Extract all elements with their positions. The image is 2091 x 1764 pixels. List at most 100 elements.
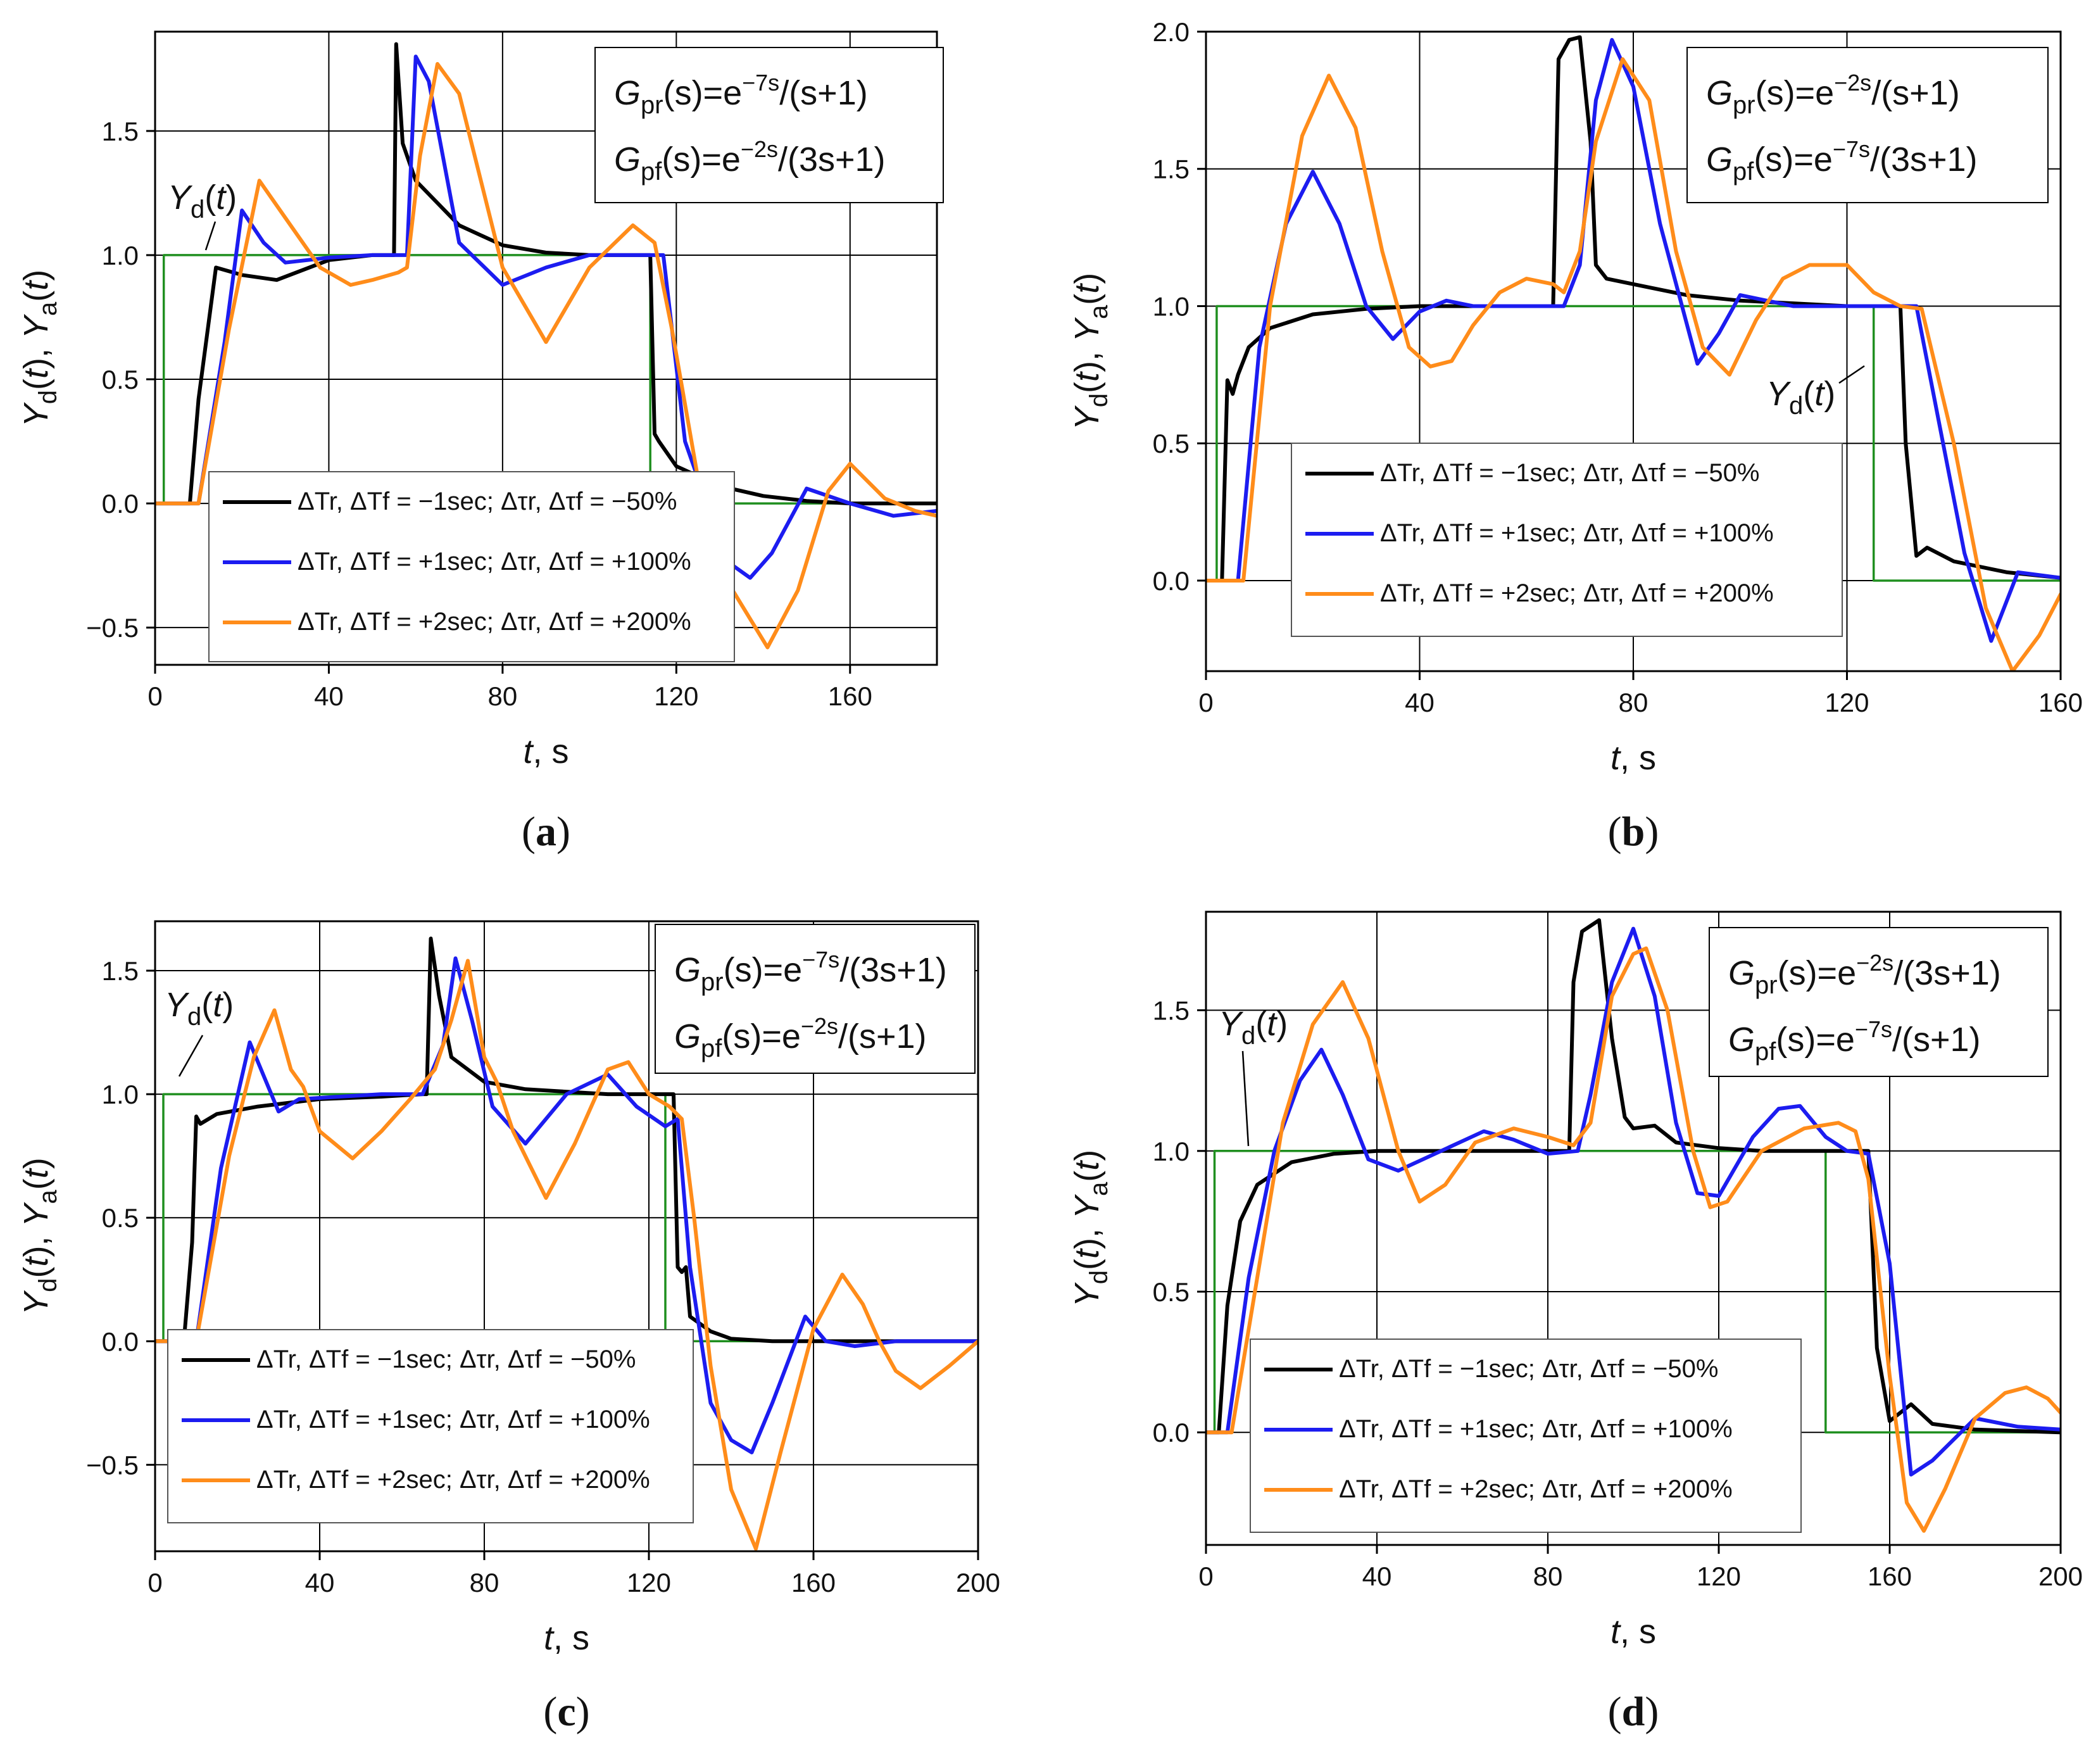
y-axis-label: Yd(t), Ya(t) xyxy=(17,270,62,427)
legend-entry: ΔTr, ΔTf = +2sec; Δτr, Δτf = +200% xyxy=(1339,1475,1733,1503)
formula-box xyxy=(1709,927,2049,1077)
x-tick-label: 80 xyxy=(488,681,518,711)
y-tick-label: −0.5 xyxy=(86,613,139,643)
chart-panel-a: 0 40 80 120 160 −0.5 0.0 0.5 1.0 1.5 t, s Yd(t), Ya… xyxy=(17,30,944,855)
x-tick-label: 0 xyxy=(148,681,162,711)
series-line-blue xyxy=(155,956,978,1454)
x-tick-label: 0 xyxy=(1198,688,1213,717)
formula-pr: Gpr(s)=e−2s/(s+1) xyxy=(1706,70,1960,119)
x-tick-label: 40 xyxy=(305,1568,335,1597)
y-tick-label: 0.5 xyxy=(1153,1277,1190,1307)
series-line-orange xyxy=(155,62,937,650)
y-tick-label: 0.0 xyxy=(1153,1418,1190,1447)
chart-panel-d: 0 40 80 120 160 200 0.0 0.5 1.0 1.5 t, s Yd(t), Ya(… xyxy=(1068,910,2083,1735)
legend-entry: ΔTr, ΔTf = +2sec; Δτr, Δτf = +200% xyxy=(1380,579,1774,607)
x-tick-label: 160 xyxy=(828,681,872,711)
series-line-black xyxy=(1206,918,2061,1435)
x-tick-label: 120 xyxy=(1697,1561,1741,1591)
x-tick-label: 200 xyxy=(2038,1561,2083,1591)
x-tick-label: 40 xyxy=(314,681,344,711)
annotation-yd: Yd(t) xyxy=(1219,1005,1288,1050)
x-tick-label: 120 xyxy=(1824,688,1869,717)
annotation-leader xyxy=(178,1035,204,1077)
x-tick-label: 80 xyxy=(470,1568,499,1597)
series-line-blue xyxy=(155,54,937,580)
y-tick-label: 1.5 xyxy=(1153,154,1190,184)
legend-entry: ΔTr, ΔTf = −1sec; Δτr, Δτf = −50% xyxy=(298,488,677,515)
chart-panel-c: 0 40 80 120 160 200 −0.5 0.0 0.5 1.0 1.5 t, s Yd(t),… xyxy=(17,920,1000,1735)
legend-entry: ΔTr, ΔTf = −1sec; Δτr, Δτf = −50% xyxy=(1380,459,1759,487)
legend-entry: ΔTr, ΔTf = +1sec; Δτr, Δτf = +100% xyxy=(256,1406,650,1433)
chart-panel-b: 0 40 80 120 160 0.0 0.5 1.0 1.5 2.0 t, s Yd(t), Ya(… xyxy=(1068,17,2083,855)
y-tick-label: 0.0 xyxy=(102,489,139,519)
formula-box xyxy=(594,47,944,203)
legend-entry: ΔTr, ΔTf = −1sec; Δτr, Δτf = −50% xyxy=(256,1345,636,1373)
formula-pr: Gpr(s)=e−2s/(3s+1) xyxy=(1728,950,2001,999)
x-tick-label: 120 xyxy=(627,1568,671,1597)
y-tick-label: 1.5 xyxy=(102,956,139,986)
series-line-black xyxy=(155,42,937,506)
plot-frame xyxy=(1205,910,2062,1546)
legend-box xyxy=(1291,443,1843,637)
x-tick-label: 40 xyxy=(1362,1561,1392,1591)
y-axis-label: Yd(t), Ya(t) xyxy=(1068,273,1113,431)
plot-frame xyxy=(154,30,938,666)
y-tick-label: 1.5 xyxy=(1153,996,1190,1026)
y-tick-label: 0.0 xyxy=(1153,566,1190,596)
formula-pf: Gpf(s)=e−7s/(3s+1) xyxy=(1706,136,1978,186)
x-axis-label: t, s xyxy=(523,733,568,771)
legend-entry: ΔTr, ΔTf = +2sec; Δτr, Δτf = +200% xyxy=(298,608,691,636)
x-tick-label: 120 xyxy=(654,681,698,711)
y-tick-label: 0.5 xyxy=(102,1203,139,1233)
y-tick-label: 0.0 xyxy=(102,1326,139,1356)
annotation-leader xyxy=(204,221,217,251)
x-tick-label: 0 xyxy=(148,1568,162,1597)
x-tick-label: 40 xyxy=(1405,688,1435,717)
y-tick-label: −0.5 xyxy=(86,1450,139,1480)
x-tick-label: 200 xyxy=(956,1568,1000,1597)
y-tick-label: 1.0 xyxy=(1153,1137,1190,1166)
formula-pf: Gpf(s)=e−2s/(3s+1) xyxy=(614,136,886,186)
annotation-yd: Yd(t) xyxy=(168,179,237,224)
y-tick-label: 1.5 xyxy=(102,117,139,146)
panel-label: (d) xyxy=(1608,1689,1659,1735)
legend-entry: ΔTr, ΔTf = +2sec; Δτr, Δτf = +200% xyxy=(256,1466,650,1494)
x-tick-label: 80 xyxy=(1533,1561,1563,1591)
x-tick-label: 80 xyxy=(1619,688,1648,717)
x-axis-label: t, s xyxy=(1611,739,1656,777)
formula-box xyxy=(1686,47,2049,203)
series-line-orange xyxy=(1206,946,2061,1533)
formula-pf: Gpf(s)=e−7s/(s+1) xyxy=(1728,1016,1981,1066)
y-tick-label: 0.5 xyxy=(1153,429,1190,458)
series-line-orange xyxy=(155,959,978,1551)
legend-box xyxy=(208,471,735,662)
panel-label: (c) xyxy=(543,1689,589,1735)
annotation-leader xyxy=(1241,1050,1250,1147)
y-tick-label: 1.0 xyxy=(102,241,139,270)
panel-label: (a) xyxy=(522,809,570,855)
y-axis-label: Yd(t), Ya(t) xyxy=(17,1157,62,1315)
y-tick-label: 0.5 xyxy=(102,365,139,394)
formula-pr: Gpr(s)=e−7s/(3s+1) xyxy=(674,947,947,996)
x-tick-label: 160 xyxy=(2038,688,2083,717)
series-line-black xyxy=(1206,35,2061,583)
y-tick-label: 1.0 xyxy=(1153,291,1190,321)
y-tick-label: 2.0 xyxy=(1153,17,1190,47)
legend-entry: ΔTr, ΔTf = +1sec; Δτr, Δτf = +100% xyxy=(298,548,691,576)
panel-label: (b) xyxy=(1608,809,1659,855)
y-axis-label: Yd(t), Ya(t) xyxy=(1068,1150,1113,1307)
plot-frame xyxy=(154,920,979,1553)
legend-box xyxy=(1250,1339,1802,1533)
annotation-yd: Yd(t) xyxy=(165,986,234,1031)
annotation-yd: Yd(t) xyxy=(1766,375,1835,420)
formula-box xyxy=(655,924,976,1074)
series-line-orange xyxy=(1206,57,2061,671)
legend-entry: ΔTr, ΔTf = −1sec; Δτr, Δτf = −50% xyxy=(1339,1355,1718,1383)
x-tick-label: 160 xyxy=(1868,1561,1912,1591)
formula-pf: Gpf(s)=e−2s/(s+1) xyxy=(674,1013,927,1062)
x-axis-label: t, s xyxy=(544,1619,589,1657)
legend-box xyxy=(167,1329,694,1523)
x-tick-label: 160 xyxy=(791,1568,836,1597)
y-tick-label: 1.0 xyxy=(102,1080,139,1109)
